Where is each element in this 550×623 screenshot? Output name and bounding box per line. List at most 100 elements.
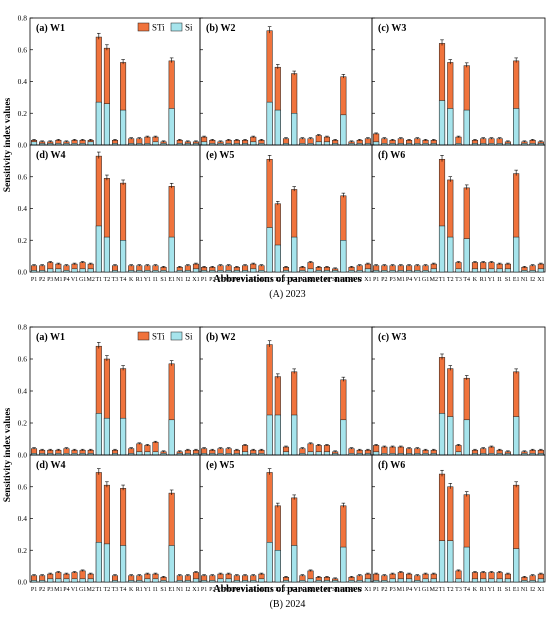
bar-si-K xyxy=(471,268,479,273)
x-tick-label-I1: I1 xyxy=(153,587,158,593)
bar-si-S1 xyxy=(332,580,339,583)
bar-si-R1 xyxy=(136,451,143,456)
x-tick-label-R1: R1 xyxy=(480,587,487,593)
bar-si-S1 xyxy=(160,580,167,583)
bar-si-I1 xyxy=(496,268,503,273)
panel-c-w3: (c) W3 xyxy=(371,326,546,456)
x-tick-label-N1: N1 xyxy=(348,587,355,593)
bar-si-T3 xyxy=(455,578,462,583)
bar-si-I1 xyxy=(152,451,159,456)
bar-si-T1 xyxy=(438,413,446,456)
y-tick-label: 0.4 xyxy=(18,204,28,213)
bar-si-Y1 xyxy=(144,451,151,456)
bar-si-M2 xyxy=(87,268,94,273)
bar-si-R1 xyxy=(307,268,314,273)
chart-block-2023: 0.0 0.2 0.4 0.6 0.8 (a) W1 STi Si (b) W2 (c) W3 0.… xyxy=(3,14,546,300)
bar-si-P2 xyxy=(39,580,46,583)
x-tick-label-M1: M1 xyxy=(397,277,405,283)
x-tick-label-T3: T3 xyxy=(112,277,119,283)
x-tick-label-S1: S1 xyxy=(505,277,511,283)
x-tick-label-G1: G1 xyxy=(250,587,257,593)
x-tick-label-I1: I1 xyxy=(497,587,502,593)
panel-label: (a) W1 xyxy=(36,332,65,343)
bar-si-P1 xyxy=(31,141,38,146)
x-tick-label-P1: P1 xyxy=(373,587,379,593)
panel-label: (c) W3 xyxy=(378,332,406,343)
x-tick-label-E1: E1 xyxy=(168,587,175,593)
x-tick-label-P2: P2 xyxy=(39,587,45,593)
x-tick-label-P1: P1 xyxy=(373,277,379,283)
x-tick-label-Y1: Y1 xyxy=(144,587,151,593)
x-tick-label-K: K xyxy=(129,277,134,283)
bar-si-P1 xyxy=(373,580,380,583)
bar-si-T3 xyxy=(455,451,462,456)
bar-si-R1 xyxy=(307,578,314,583)
bar-si-T3 xyxy=(282,451,290,456)
x-tick-label-P2: P2 xyxy=(209,277,215,283)
x-tick-label-E1: E1 xyxy=(513,277,520,283)
panel-label: (b) W2 xyxy=(206,23,236,34)
bar-si-M2 xyxy=(258,270,265,273)
bar-si-P1 xyxy=(373,141,380,146)
bar-si-R1 xyxy=(136,580,143,583)
y-tick-label: 0.8 xyxy=(18,323,28,332)
bar-si-T2 xyxy=(447,416,454,456)
bar-si-E1 xyxy=(513,108,520,146)
bar-si-Y1 xyxy=(315,580,322,583)
x-tick-label-T4: T4 xyxy=(291,277,298,283)
bar-si-M2 xyxy=(430,268,437,273)
x-tick-label-T2: T2 xyxy=(274,277,281,283)
x-tick-label-I2: I2 xyxy=(357,587,362,593)
panel-label: (d) W4 xyxy=(36,150,66,161)
panel-label: (b) W2 xyxy=(206,332,236,343)
panel-label: (f) W6 xyxy=(378,460,405,471)
bar-si-M2 xyxy=(430,578,437,583)
bar-si-T4 xyxy=(291,545,298,583)
y-tick-label: 0.0 xyxy=(18,141,28,150)
bar-si-P4 xyxy=(63,578,70,583)
bar-si-I1 xyxy=(323,451,330,456)
legend-swatch-sti xyxy=(137,22,150,32)
block-caption: (B) 2024 xyxy=(270,599,306,610)
bar-si-K xyxy=(299,270,306,273)
bar-si-T3 xyxy=(282,580,290,583)
x-tick-label-T3: T3 xyxy=(283,277,290,283)
panel-label: (a) W1 xyxy=(36,23,65,34)
x-tick-label-T4: T4 xyxy=(463,587,470,593)
x-tick-label-P4: P4 xyxy=(406,587,412,593)
bar-si-X1 xyxy=(537,578,544,583)
legend-label-sti: STi xyxy=(152,332,165,342)
bar-si-K xyxy=(299,580,306,583)
x-tick-label-Y1: Y1 xyxy=(488,277,495,283)
x-tick-label-I1: I1 xyxy=(153,277,158,283)
x-tick-label-P3: P3 xyxy=(389,587,395,593)
y-tick-label: 0.0 xyxy=(18,578,28,587)
x-tick-label-M1: M1 xyxy=(54,587,62,593)
bar-si-T2 xyxy=(447,236,454,273)
y-tick-label: 0.4 xyxy=(18,387,28,396)
bar-si-Y1 xyxy=(315,270,322,273)
x-tick-label-N1: N1 xyxy=(176,587,183,593)
bar-si-V1 xyxy=(71,578,78,583)
x-tick-label-Y1: Y1 xyxy=(315,587,322,593)
bar-si-G1 xyxy=(250,141,257,146)
x-tick-label-E1: E1 xyxy=(168,277,175,283)
panel-a-w1: 0.0 0.2 0.4 0.6 0.8 (a) W1 STi Si xyxy=(18,14,201,150)
x-tick-label-I2: I2 xyxy=(185,587,190,593)
x-tick-label-I1: I1 xyxy=(324,587,329,593)
x-tick-label-S1: S1 xyxy=(505,587,511,593)
y-tick-label: 0.0 xyxy=(18,268,28,277)
bar-si-I1 xyxy=(323,141,330,146)
bar-si-G1 xyxy=(79,268,86,273)
bar-si-T2 xyxy=(274,414,281,456)
bar-si-M1 xyxy=(397,578,404,583)
bar-si-E1 xyxy=(340,546,347,583)
bar-si-P2 xyxy=(209,270,216,273)
x-tick-label-P4: P4 xyxy=(234,277,240,283)
bar-si-T4 xyxy=(463,419,470,456)
bar-si-T2 xyxy=(447,108,454,146)
x-tick-label-I2: I2 xyxy=(530,277,535,283)
x-tick-label-T2: T2 xyxy=(104,587,111,593)
legend-swatch-si xyxy=(170,331,183,341)
